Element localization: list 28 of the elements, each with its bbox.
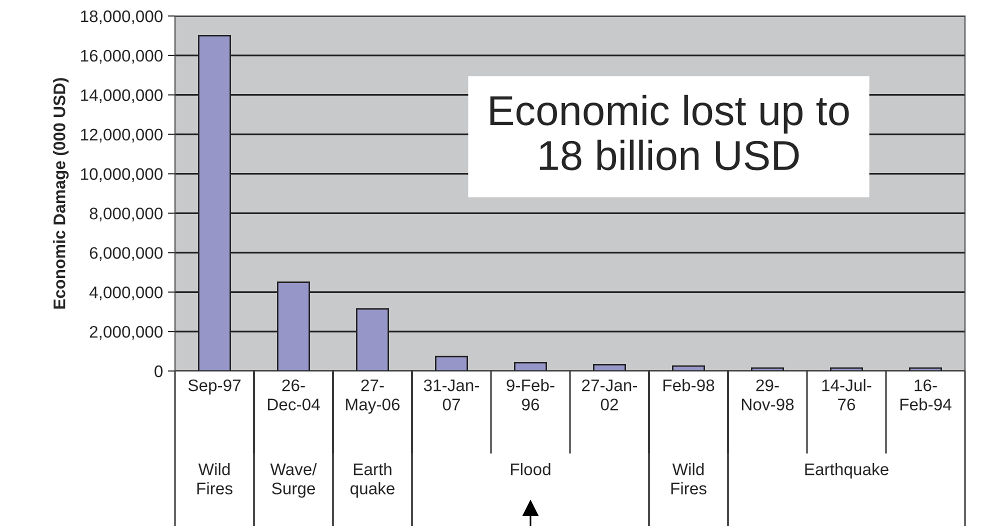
text: Wild Fires bbox=[671, 463, 706, 494]
x-tick-label: Feb-98 bbox=[663, 379, 714, 392]
x-tick-label: 14-Jul- 76 bbox=[822, 379, 872, 410]
y-tick-label: 10,000,000 bbox=[81, 168, 163, 182]
y-tick-label: 16,000,000 bbox=[81, 50, 163, 64]
text: Wave/ Surge bbox=[270, 463, 317, 498]
x-tick-label: Sep-97 bbox=[188, 379, 241, 395]
y-tick-label: 2,000,000 bbox=[90, 326, 163, 340]
y-tick-label: 4,000,000 bbox=[89, 286, 163, 300]
text: Flood bbox=[511, 463, 550, 476]
y-tick-label: 14,000,000 bbox=[81, 89, 163, 104]
x-tick-label: 31-Jan- 07 bbox=[424, 379, 480, 410]
y-axis-title: Economic Damage (000 USD) bbox=[53, 78, 69, 309]
x-tick-label: 16- Feb-94 bbox=[900, 379, 952, 410]
annotation: Economic lost up to 18 billion USD bbox=[490, 94, 849, 170]
x-tick-label: 9-Feb- 96 bbox=[506, 379, 554, 410]
y-tick-label: 12,000,000 bbox=[81, 128, 163, 143]
x-tick-label: 29- Nov-98 bbox=[742, 379, 794, 410]
x-tick-label: 26- Dec-04 bbox=[268, 379, 320, 410]
y-tick-label: 18,000,000 bbox=[81, 10, 163, 24]
text: Earthquake bbox=[805, 463, 888, 479]
x-tick-label: 27-Jan- 02 bbox=[582, 379, 638, 410]
y-tick-label: 0 bbox=[154, 365, 163, 378]
y-tick-label: 8,000,000 bbox=[90, 208, 163, 222]
x-tick-label: 27- May-06 bbox=[346, 379, 400, 414]
text: Earth quake bbox=[350, 463, 394, 498]
y-tick-label: 6,000,000 bbox=[90, 247, 163, 261]
text: Wild Fires bbox=[197, 463, 232, 494]
